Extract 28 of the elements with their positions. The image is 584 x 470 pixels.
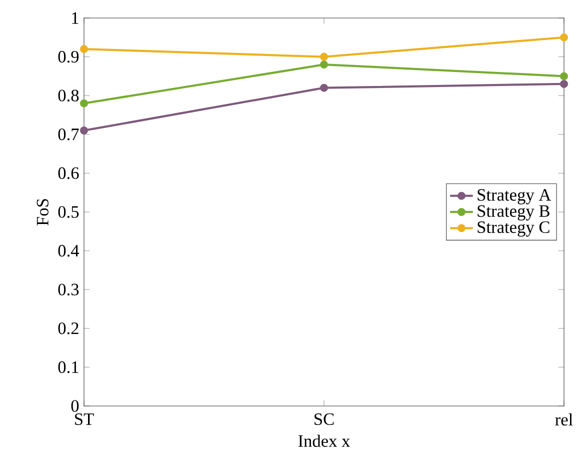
legend-label: Strategy C (478, 221, 550, 237)
x-tick-label: ST (75, 413, 94, 426)
y-tick-label: 0.7 (58, 128, 79, 140)
point (560, 33, 568, 42)
y-tick-label: 0.2 (58, 322, 78, 334)
point (80, 45, 88, 54)
y-tick-label: 0.9 (58, 50, 79, 63)
x-axis-title: Index x (298, 434, 350, 447)
point (560, 80, 568, 88)
point (80, 99, 88, 108)
point (320, 60, 328, 69)
point (560, 72, 568, 80)
y-tick-label: 0.4 (58, 244, 80, 257)
legend-label: Strategy B (478, 205, 550, 220)
legend-label: Strategy A (478, 189, 552, 204)
y-tick-label: 1 (72, 12, 78, 24)
x-tick-label: SC (314, 413, 334, 426)
y-tick-label: 0.6 (58, 167, 79, 180)
y-tick-label: 0.8 (58, 90, 79, 102)
y-tick-label: 0.1 (58, 361, 78, 374)
x-tick-label: rel (555, 413, 573, 426)
y-tick-label: 0 (71, 400, 79, 412)
y-tick-label: 0.3 (58, 284, 79, 296)
point (320, 84, 328, 92)
point (80, 126, 88, 135)
point (320, 52, 328, 61)
y-tick-label: 0.5 (58, 206, 79, 218)
y-axis-title: FoS (36, 199, 48, 226)
